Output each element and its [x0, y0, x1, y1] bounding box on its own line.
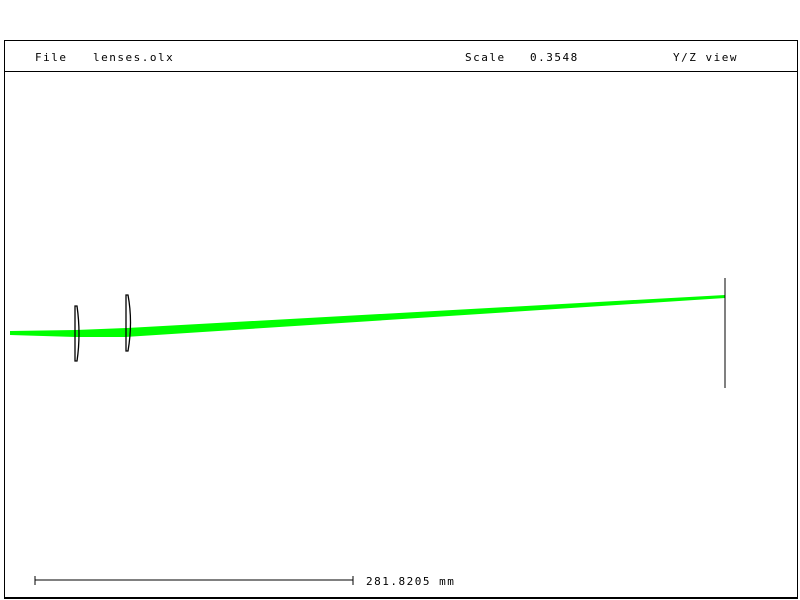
layout-frame: File lenses.olx Scale 0.3548 Y/Z view — [4, 40, 798, 599]
file-label: File — [35, 51, 68, 64]
view-label: Y/Z view — [673, 51, 738, 64]
scale-bar — [34, 576, 354, 585]
lens-2 — [125, 294, 132, 352]
scale-label: Scale — [465, 51, 506, 64]
scale-value: 0.3548 — [530, 51, 579, 64]
ray-bundle — [10, 295, 725, 337]
lens-1 — [74, 305, 80, 362]
file-name: lenses.olx — [93, 51, 175, 64]
header: File lenses.olx Scale 0.3548 Y/Z view — [5, 41, 797, 72]
scale-bar-length: 281.8205 mm — [366, 575, 456, 588]
